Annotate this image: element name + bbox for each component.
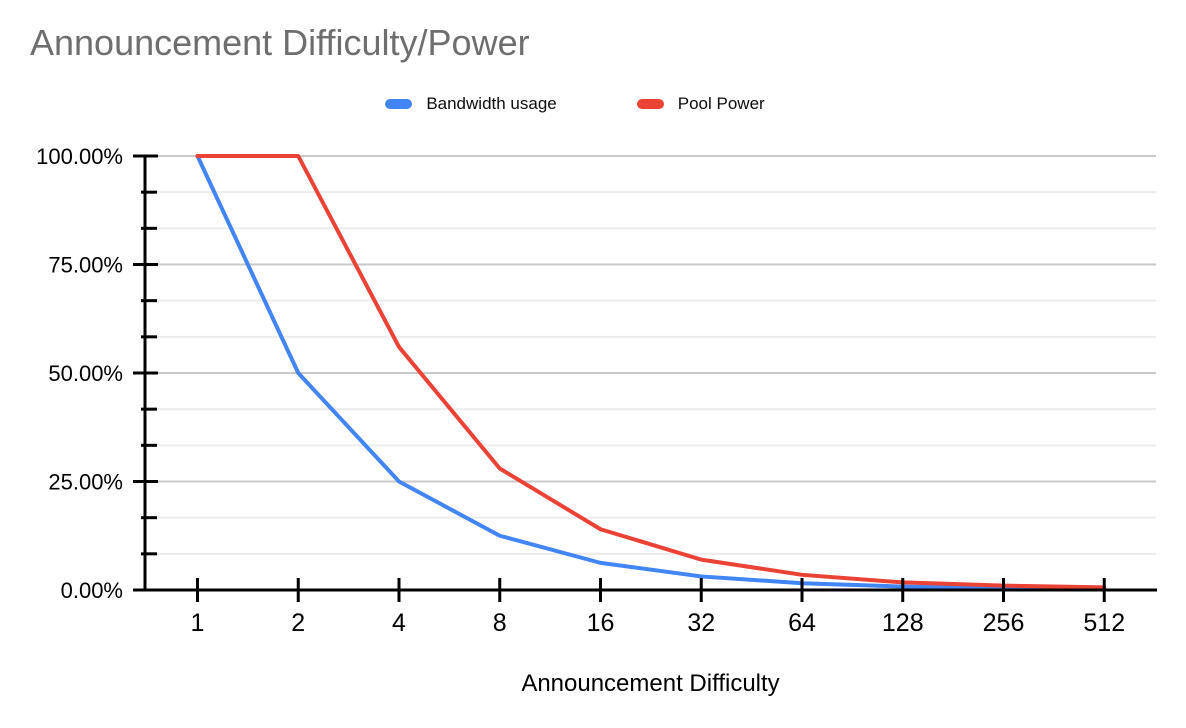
x-tick-label: 256: [983, 609, 1025, 637]
y-tick-label: 75.00%: [48, 253, 123, 278]
legend-label: Bandwidth usage: [426, 94, 557, 113]
legend-item-pool-power: Pool Power: [636, 94, 765, 114]
legend-item-bandwidth-usage: Bandwidth usage: [385, 94, 557, 114]
legend-swatch-pool-power-icon: [636, 99, 664, 109]
legend-label: Pool Power: [677, 94, 765, 113]
chart-title: Announcement Difficulty/Power: [30, 22, 530, 63]
y-tick-label: 50.00%: [48, 361, 123, 386]
series-line-bandwidth-usage: [195, 154, 1107, 592]
legend: Bandwidth usage Pool Power: [0, 94, 1186, 114]
x-tick-label: 32: [687, 609, 715, 637]
x-tick-label: 512: [1083, 609, 1125, 637]
x-axis-title: Announcement Difficulty: [521, 670, 780, 697]
x-tick-label: 128: [882, 609, 924, 637]
series-line-pool-power: [195, 154, 1107, 590]
y-tick-label: 0.00%: [61, 578, 123, 603]
legend-swatch-bandwidth-usage-icon: [385, 99, 413, 109]
x-tick-label: 8: [493, 609, 507, 637]
x-tick-label: 16: [587, 609, 615, 637]
x-tick-label: 4: [392, 609, 406, 637]
x-tick-label: 64: [788, 609, 816, 637]
y-tick-label: 25.00%: [48, 470, 123, 495]
y-tick-label: 100.00%: [36, 144, 123, 169]
x-tick-label: 2: [291, 609, 305, 637]
x-tick-label: 1: [191, 609, 205, 637]
